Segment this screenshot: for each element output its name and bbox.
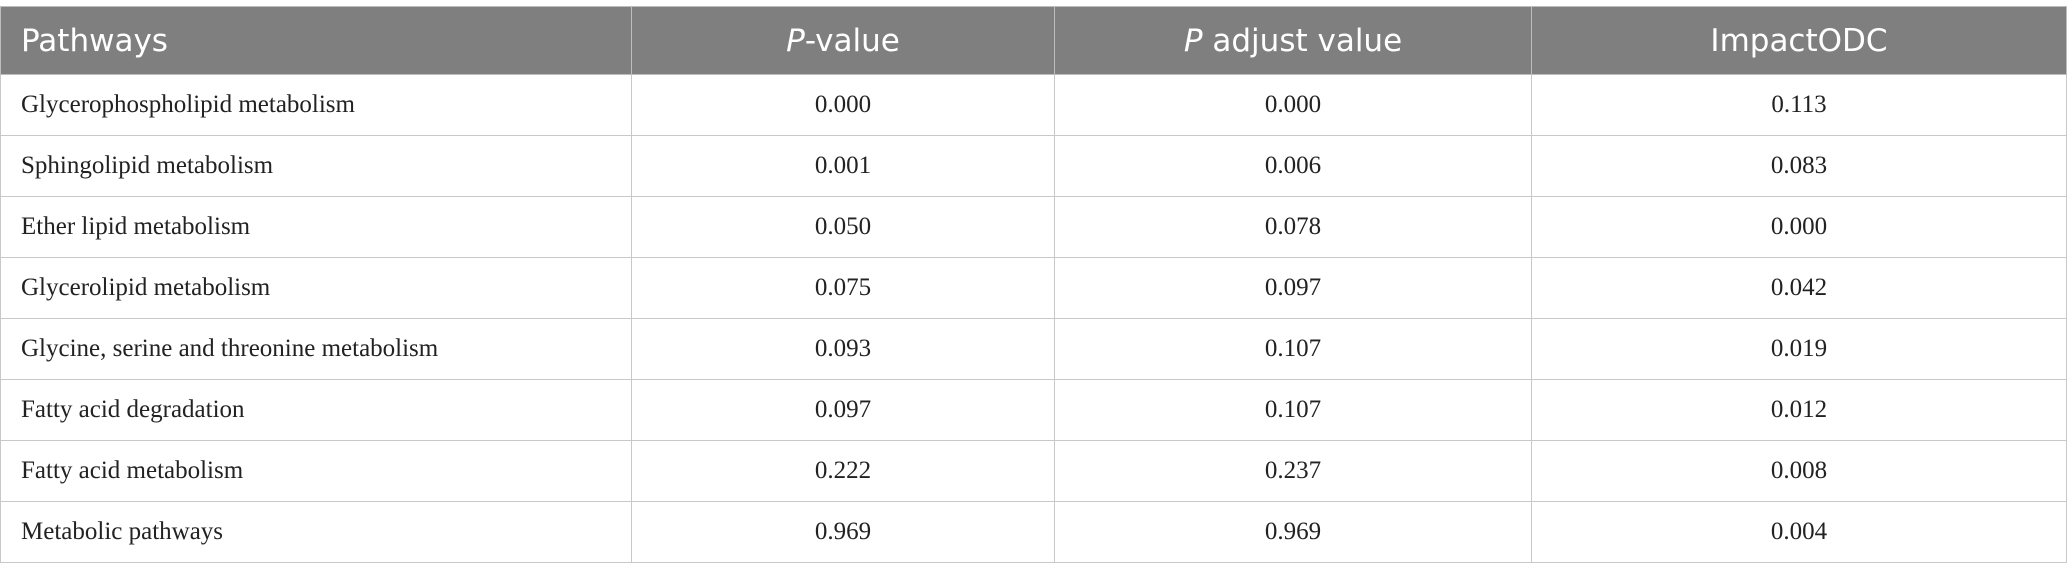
value-cell: 0.042 xyxy=(1531,257,2067,319)
table-row: Glycerolipid metabolism 0.075 0.097 0.042 xyxy=(0,257,2067,319)
value-cell: 0.097 xyxy=(631,379,1055,441)
value-cell: 0.001 xyxy=(631,135,1055,197)
table-body: Glycerophospholipid metabolism 0.000 0.000… xyxy=(0,74,2067,563)
pathway-cell: Fatty acid metabolism xyxy=(0,440,632,502)
value-cell: 0.000 xyxy=(1054,74,1532,136)
header-text: adjust value xyxy=(1202,22,1403,59)
value-cell: 0.113 xyxy=(1531,74,2067,136)
value-cell: 0.969 xyxy=(1054,501,1532,563)
value-cell: 0.222 xyxy=(631,440,1055,502)
table-row: Fatty acid metabolism 0.222 0.237 0.008 xyxy=(0,440,2067,502)
value-cell: 0.093 xyxy=(631,318,1055,380)
table-row: Metabolic pathways 0.969 0.969 0.004 xyxy=(0,501,2067,563)
value-cell: 0.008 xyxy=(1531,440,2067,502)
value-cell: 0.000 xyxy=(1531,196,2067,258)
value-cell: 0.006 xyxy=(1054,135,1532,197)
header-row: Pathways P-value P adjust value ImpactODC xyxy=(0,6,2067,75)
value-cell: 0.050 xyxy=(631,196,1055,258)
table-row: Glycine, serine and threonine metabolism… xyxy=(0,318,2067,380)
pathway-cell: Fatty acid degradation xyxy=(0,379,632,441)
header-text: -value xyxy=(804,22,900,59)
value-cell: 0.012 xyxy=(1531,379,2067,441)
pathway-cell: Glycerolipid metabolism xyxy=(0,257,632,319)
header-italic: P xyxy=(1183,22,1203,59)
value-cell: 0.000 xyxy=(631,74,1055,136)
value-cell: 0.097 xyxy=(1054,257,1532,319)
header-cell: P adjust value xyxy=(1054,6,1532,75)
value-cell: 0.078 xyxy=(1054,196,1532,258)
value-cell: 0.107 xyxy=(1054,318,1532,380)
value-cell: 0.075 xyxy=(631,257,1055,319)
pathway-cell: Glycerophospholipid metabolism xyxy=(0,74,632,136)
value-cell: 0.107 xyxy=(1054,379,1532,441)
pathway-cell: Ether lipid metabolism xyxy=(0,196,632,258)
pathway-cell: Sphingolipid metabolism xyxy=(0,135,632,197)
table-row: Glycerophospholipid metabolism 0.000 0.000… xyxy=(0,74,2067,136)
value-cell: 0.083 xyxy=(1531,135,2067,197)
value-cell: 0.019 xyxy=(1531,318,2067,380)
table-row: Fatty acid degradation 0.097 0.107 0.012 xyxy=(0,379,2067,441)
value-cell: 0.969 xyxy=(631,501,1055,563)
header-cell: Pathways xyxy=(0,6,632,75)
table-row: Ether lipid metabolism 0.050 0.078 0.000 xyxy=(0,196,2067,258)
value-cell: 0.237 xyxy=(1054,440,1532,502)
value-cell: 0.004 xyxy=(1531,501,2067,563)
table-row: Sphingolipid metabolism 0.001 0.006 0.083 xyxy=(0,135,2067,197)
pathway-cell: Metabolic pathways xyxy=(0,501,632,563)
data-table: Pathways P-value P adjust value ImpactODC G… xyxy=(0,6,2067,563)
header-italic: P xyxy=(786,22,805,59)
header-cell: ImpactODC xyxy=(1531,6,2067,75)
pathway-cell: Glycine, serine and threonine metabolism xyxy=(0,318,632,380)
header-cell: P-value xyxy=(631,6,1055,75)
